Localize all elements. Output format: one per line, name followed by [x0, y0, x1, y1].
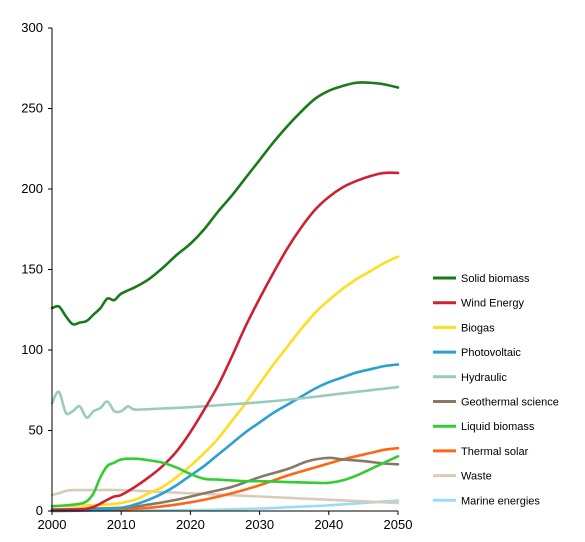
legend-label: Thermal solar: [461, 446, 529, 458]
x-tick-labels: 2000 2010 2020 2030 2040 2050: [38, 511, 413, 532]
series-line-solid-biomass: [50, 81, 400, 326]
y-tick-label: 0: [36, 503, 43, 518]
legend-label: Waste: [461, 471, 492, 483]
legend-label: Photovoltaic: [461, 347, 521, 359]
legend: Solid biomass Wind Energy Biogas Photovolta…: [433, 273, 559, 507]
series-line-liquid-biomass: [50, 454, 400, 508]
y-tick-labels: 0 50 100 150 200 250 300: [21, 20, 52, 518]
y-tick-label: 250: [21, 101, 43, 116]
x-tick-label: 2000: [38, 517, 67, 532]
series-layer: [50, 81, 400, 513]
y-tick-label: 150: [21, 262, 43, 277]
series-line-biogas: [50, 255, 400, 508]
y-tick-label: 300: [21, 20, 43, 35]
legend-label: Solid biomass: [461, 273, 530, 285]
y-tick-label: 200: [21, 181, 43, 196]
x-tick-label: 2020: [176, 517, 205, 532]
y-tick-label: 100: [21, 342, 43, 357]
series-line-photovoltaic: [50, 363, 400, 513]
legend-label: Hydraulic: [461, 372, 507, 384]
series-line-thermal-solar: [50, 446, 400, 512]
legend-label: Marine energies: [461, 495, 540, 507]
legend-label: Biogas: [461, 322, 495, 334]
x-tick-label: 2010: [107, 517, 136, 532]
series-line-geothermal-science: [50, 456, 400, 511]
x-tick-label: 2030: [245, 517, 274, 532]
legend-label: Wind Energy: [461, 298, 524, 310]
series-line-hydraulic: [50, 385, 400, 419]
series-line-waste: [50, 488, 400, 505]
x-tick-label: 2040: [314, 517, 343, 532]
legend-label: Geothermal science: [461, 397, 559, 409]
x-tick-label: 2050: [384, 517, 413, 532]
series-line-marine-energies: [50, 499, 400, 513]
legend-label: Liquid biomass: [461, 421, 535, 433]
y-tick-label: 50: [29, 423, 43, 438]
series-line-wind-energy: [50, 171, 400, 512]
